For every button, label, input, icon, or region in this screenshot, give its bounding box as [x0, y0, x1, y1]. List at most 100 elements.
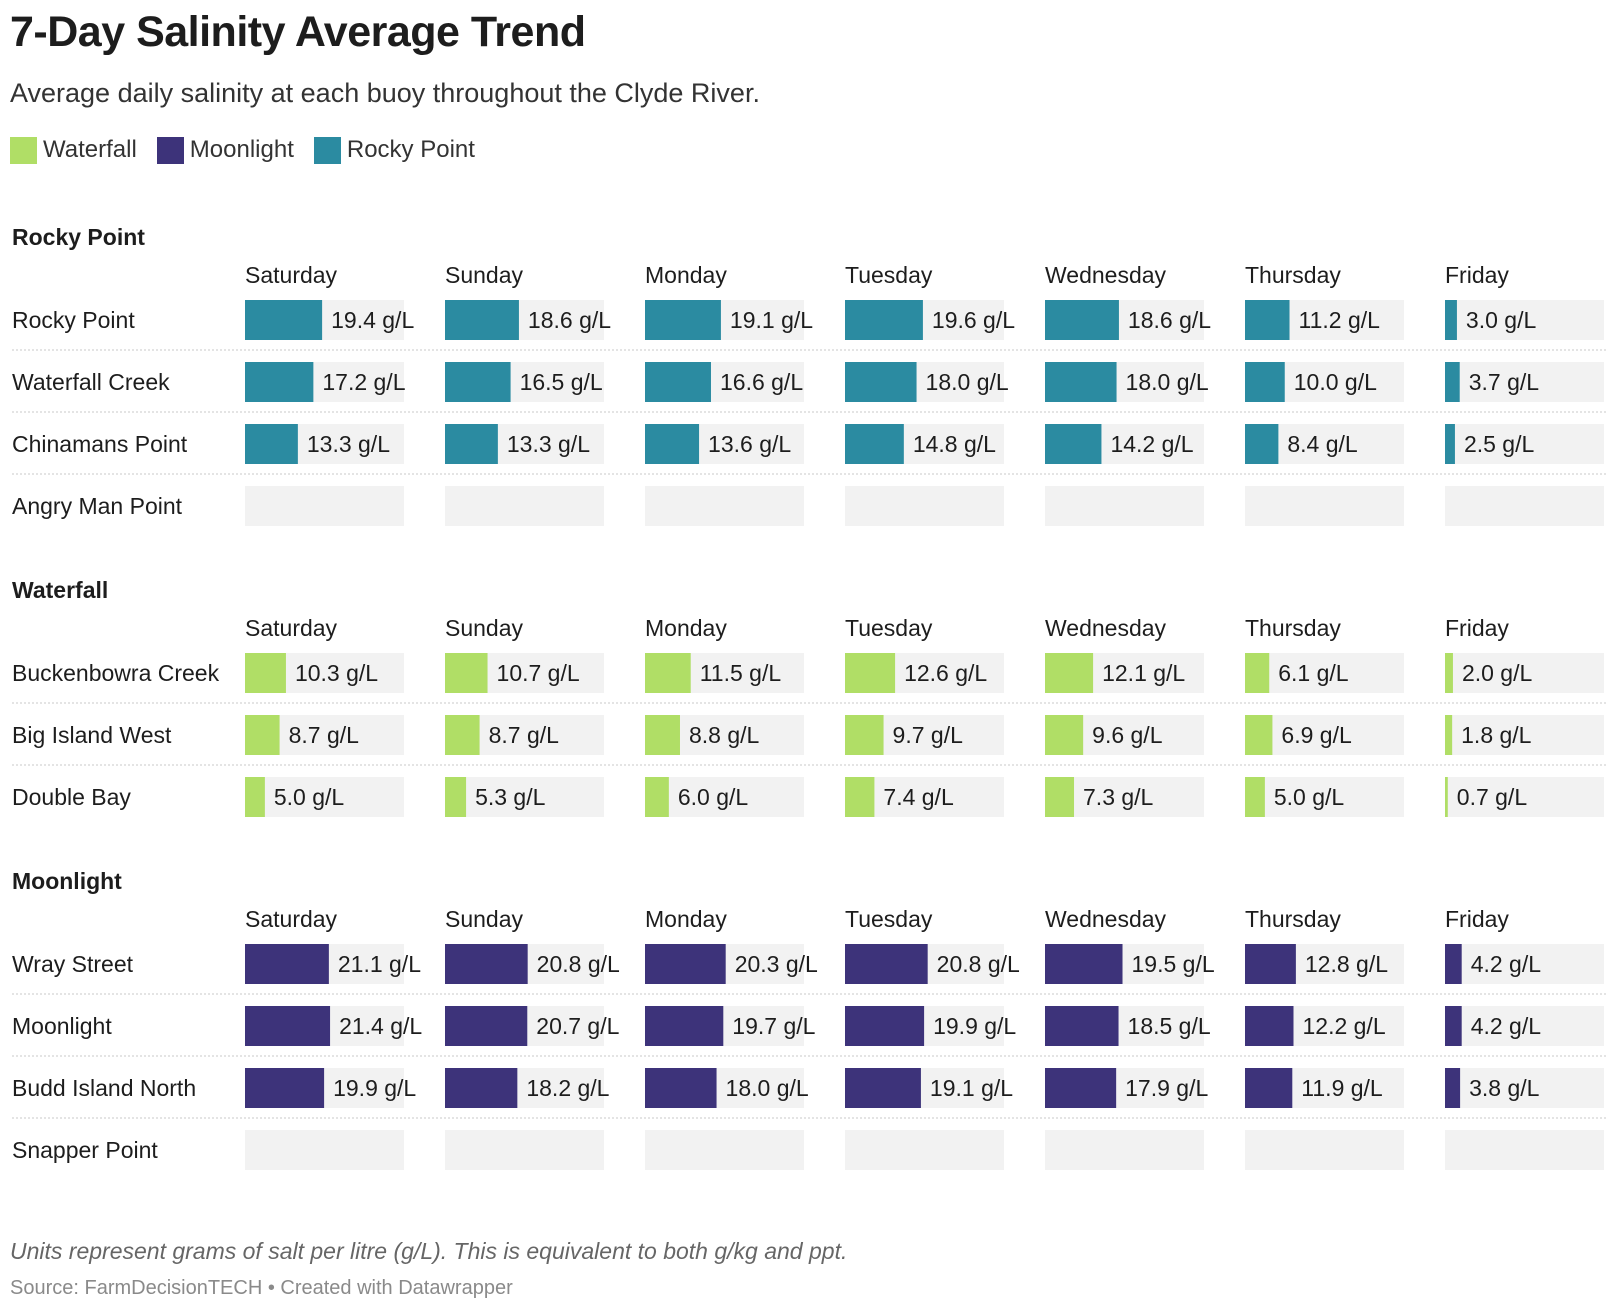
bar-track-moonlight-friday	[1445, 1006, 1604, 1046]
value-label-waterfall-creek-friday: 3.7 g/L	[1469, 369, 1540, 395]
bar-buckenbowra-creek-wednesday	[1045, 653, 1094, 693]
day-header-rocky-point-sunday: Sunday	[445, 262, 524, 288]
source-credit: Source: FarmDecisionTECH • Created with …	[10, 1277, 513, 1299]
value-label-wray-street-wednesday: 19.5 g/L	[1132, 951, 1215, 977]
value-label-budd-island-north-monday: 18.0 g/L	[726, 1075, 809, 1101]
value-label-rocky-point-wednesday: 18.6 g/L	[1128, 307, 1211, 333]
row-label-angry-man-point: Angry Man Point	[12, 493, 183, 519]
bar-waterfall-creek-tuesday	[845, 362, 917, 402]
value-label-wray-street-sunday: 20.8 g/L	[537, 951, 620, 977]
day-header-rocky-point-wednesday: Wednesday	[1045, 262, 1167, 288]
bar-track-snapper-point-saturday	[245, 1130, 404, 1170]
day-header-waterfall-sunday: Sunday	[445, 615, 524, 641]
day-header-moonlight-friday: Friday	[1445, 906, 1509, 932]
chart-title: 7-Day Salinity Average Trend	[10, 8, 586, 56]
value-label-double-bay-wednesday: 7.3 g/L	[1083, 784, 1154, 810]
bar-rocky-point-tuesday	[845, 300, 923, 340]
value-label-chinamans-point-sunday: 13.3 g/L	[507, 431, 590, 457]
bar-waterfall-creek-saturday	[245, 362, 314, 402]
bar-track-angry-man-point-thursday	[1245, 486, 1404, 526]
bar-wray-street-wednesday	[1045, 944, 1123, 984]
value-label-waterfall-creek-tuesday: 18.0 g/L	[926, 369, 1009, 395]
bar-big-island-west-friday	[1445, 715, 1453, 755]
bar-track-big-island-west-friday	[1445, 715, 1604, 755]
value-label-moonlight-sunday: 20.7 g/L	[536, 1013, 619, 1039]
bar-track-angry-man-point-wednesday	[1045, 486, 1204, 526]
bar-chinamans-point-wednesday	[1045, 424, 1102, 464]
bar-wray-street-sunday	[445, 944, 528, 984]
bar-budd-island-north-tuesday	[845, 1068, 921, 1108]
bar-moonlight-tuesday	[845, 1006, 925, 1046]
row-label-snapper-point: Snapper Point	[12, 1137, 158, 1163]
bar-big-island-west-saturday	[245, 715, 280, 755]
bar-track-double-bay-friday	[1445, 777, 1604, 817]
bar-budd-island-north-friday	[1445, 1068, 1461, 1108]
value-label-waterfall-creek-saturday: 17.2 g/L	[322, 369, 405, 395]
day-header-moonlight-thursday: Thursday	[1245, 906, 1341, 932]
bar-double-bay-sunday	[445, 777, 467, 817]
legend-swatch-moonlight	[156, 136, 184, 164]
bar-big-island-west-tuesday	[845, 715, 884, 755]
value-label-moonlight-wednesday: 18.5 g/L	[1128, 1013, 1211, 1039]
bar-track-angry-man-point-monday	[645, 486, 804, 526]
bar-big-island-west-wednesday	[1045, 715, 1084, 755]
bar-rocky-point-saturday	[245, 300, 323, 340]
bar-chinamans-point-sunday	[445, 424, 498, 464]
value-label-moonlight-saturday: 21.4 g/L	[339, 1013, 422, 1039]
bar-moonlight-thursday	[1245, 1006, 1294, 1046]
bar-double-bay-friday	[1445, 777, 1448, 817]
bar-track-double-bay-thursday	[1245, 777, 1404, 817]
bar-track-double-bay-sunday	[445, 777, 604, 817]
day-header-rocky-point-thursday: Thursday	[1245, 262, 1341, 288]
bar-budd-island-north-sunday	[445, 1068, 518, 1108]
bar-waterfall-creek-friday	[1445, 362, 1460, 402]
day-header-rocky-point-friday: Friday	[1445, 262, 1509, 288]
value-label-wray-street-tuesday: 20.8 g/L	[937, 951, 1020, 977]
value-label-double-bay-thursday: 5.0 g/L	[1274, 784, 1345, 810]
day-header-waterfall-tuesday: Tuesday	[845, 615, 933, 641]
value-label-big-island-west-monday: 8.8 g/L	[689, 722, 760, 748]
value-label-budd-island-north-sunday: 18.2 g/L	[526, 1075, 609, 1101]
bar-moonlight-friday	[1445, 1006, 1462, 1046]
bar-track-angry-man-point-sunday	[445, 486, 604, 526]
bar-buckenbowra-creek-monday	[645, 653, 691, 693]
value-label-buckenbowra-creek-wednesday: 12.1 g/L	[1102, 660, 1185, 686]
bar-moonlight-saturday	[245, 1006, 331, 1046]
bar-moonlight-monday	[645, 1006, 724, 1046]
bar-track-snapper-point-wednesday	[1045, 1130, 1204, 1170]
legend-item-waterfall: Waterfall	[10, 136, 137, 164]
value-label-big-island-west-thursday: 6.9 g/L	[1281, 722, 1352, 748]
row-label-rocky-point: Rocky Point	[12, 307, 135, 333]
bar-budd-island-north-wednesday	[1045, 1068, 1117, 1108]
bar-track-double-bay-monday	[645, 777, 804, 817]
bar-track-rocky-point-friday	[1445, 300, 1604, 340]
value-label-wray-street-monday: 20.3 g/L	[735, 951, 818, 977]
bar-buckenbowra-creek-saturday	[245, 653, 286, 693]
value-label-double-bay-sunday: 5.3 g/L	[475, 784, 546, 810]
value-label-chinamans-point-wednesday: 14.2 g/L	[1110, 431, 1193, 457]
bar-buckenbowra-creek-tuesday	[845, 653, 896, 693]
day-header-rocky-point-monday: Monday	[645, 262, 727, 288]
value-label-buckenbowra-creek-monday: 11.5 g/L	[700, 660, 782, 686]
value-label-chinamans-point-thursday: 8.4 g/L	[1287, 431, 1358, 457]
legend-item-moonlight: Moonlight	[156, 136, 294, 164]
bar-budd-island-north-saturday	[245, 1068, 325, 1108]
bar-big-island-west-monday	[645, 715, 680, 755]
value-label-rocky-point-thursday: 11.2 g/L	[1299, 307, 1381, 333]
bar-track-buckenbowra-creek-friday	[1445, 653, 1604, 693]
day-header-waterfall-thursday: Thursday	[1245, 615, 1341, 641]
bar-track-wray-street-friday	[1445, 944, 1604, 984]
bar-track-snapper-point-sunday	[445, 1130, 604, 1170]
bar-budd-island-north-monday	[645, 1068, 717, 1108]
bar-track-snapper-point-friday	[1445, 1130, 1604, 1170]
value-label-buckenbowra-creek-tuesday: 12.6 g/L	[904, 660, 987, 686]
bar-wray-street-thursday	[1245, 944, 1296, 984]
bar-track-buckenbowra-creek-thursday	[1245, 653, 1404, 693]
row-label-big-island-west: Big Island West	[12, 722, 172, 748]
row-label-buckenbowra-creek: Buckenbowra Creek	[12, 660, 220, 686]
bar-chinamans-point-thursday	[1245, 424, 1279, 464]
bar-chinamans-point-tuesday	[845, 424, 904, 464]
value-label-double-bay-tuesday: 7.4 g/L	[883, 784, 954, 810]
day-header-moonlight-saturday: Saturday	[245, 906, 338, 932]
bar-double-bay-thursday	[1245, 777, 1265, 817]
